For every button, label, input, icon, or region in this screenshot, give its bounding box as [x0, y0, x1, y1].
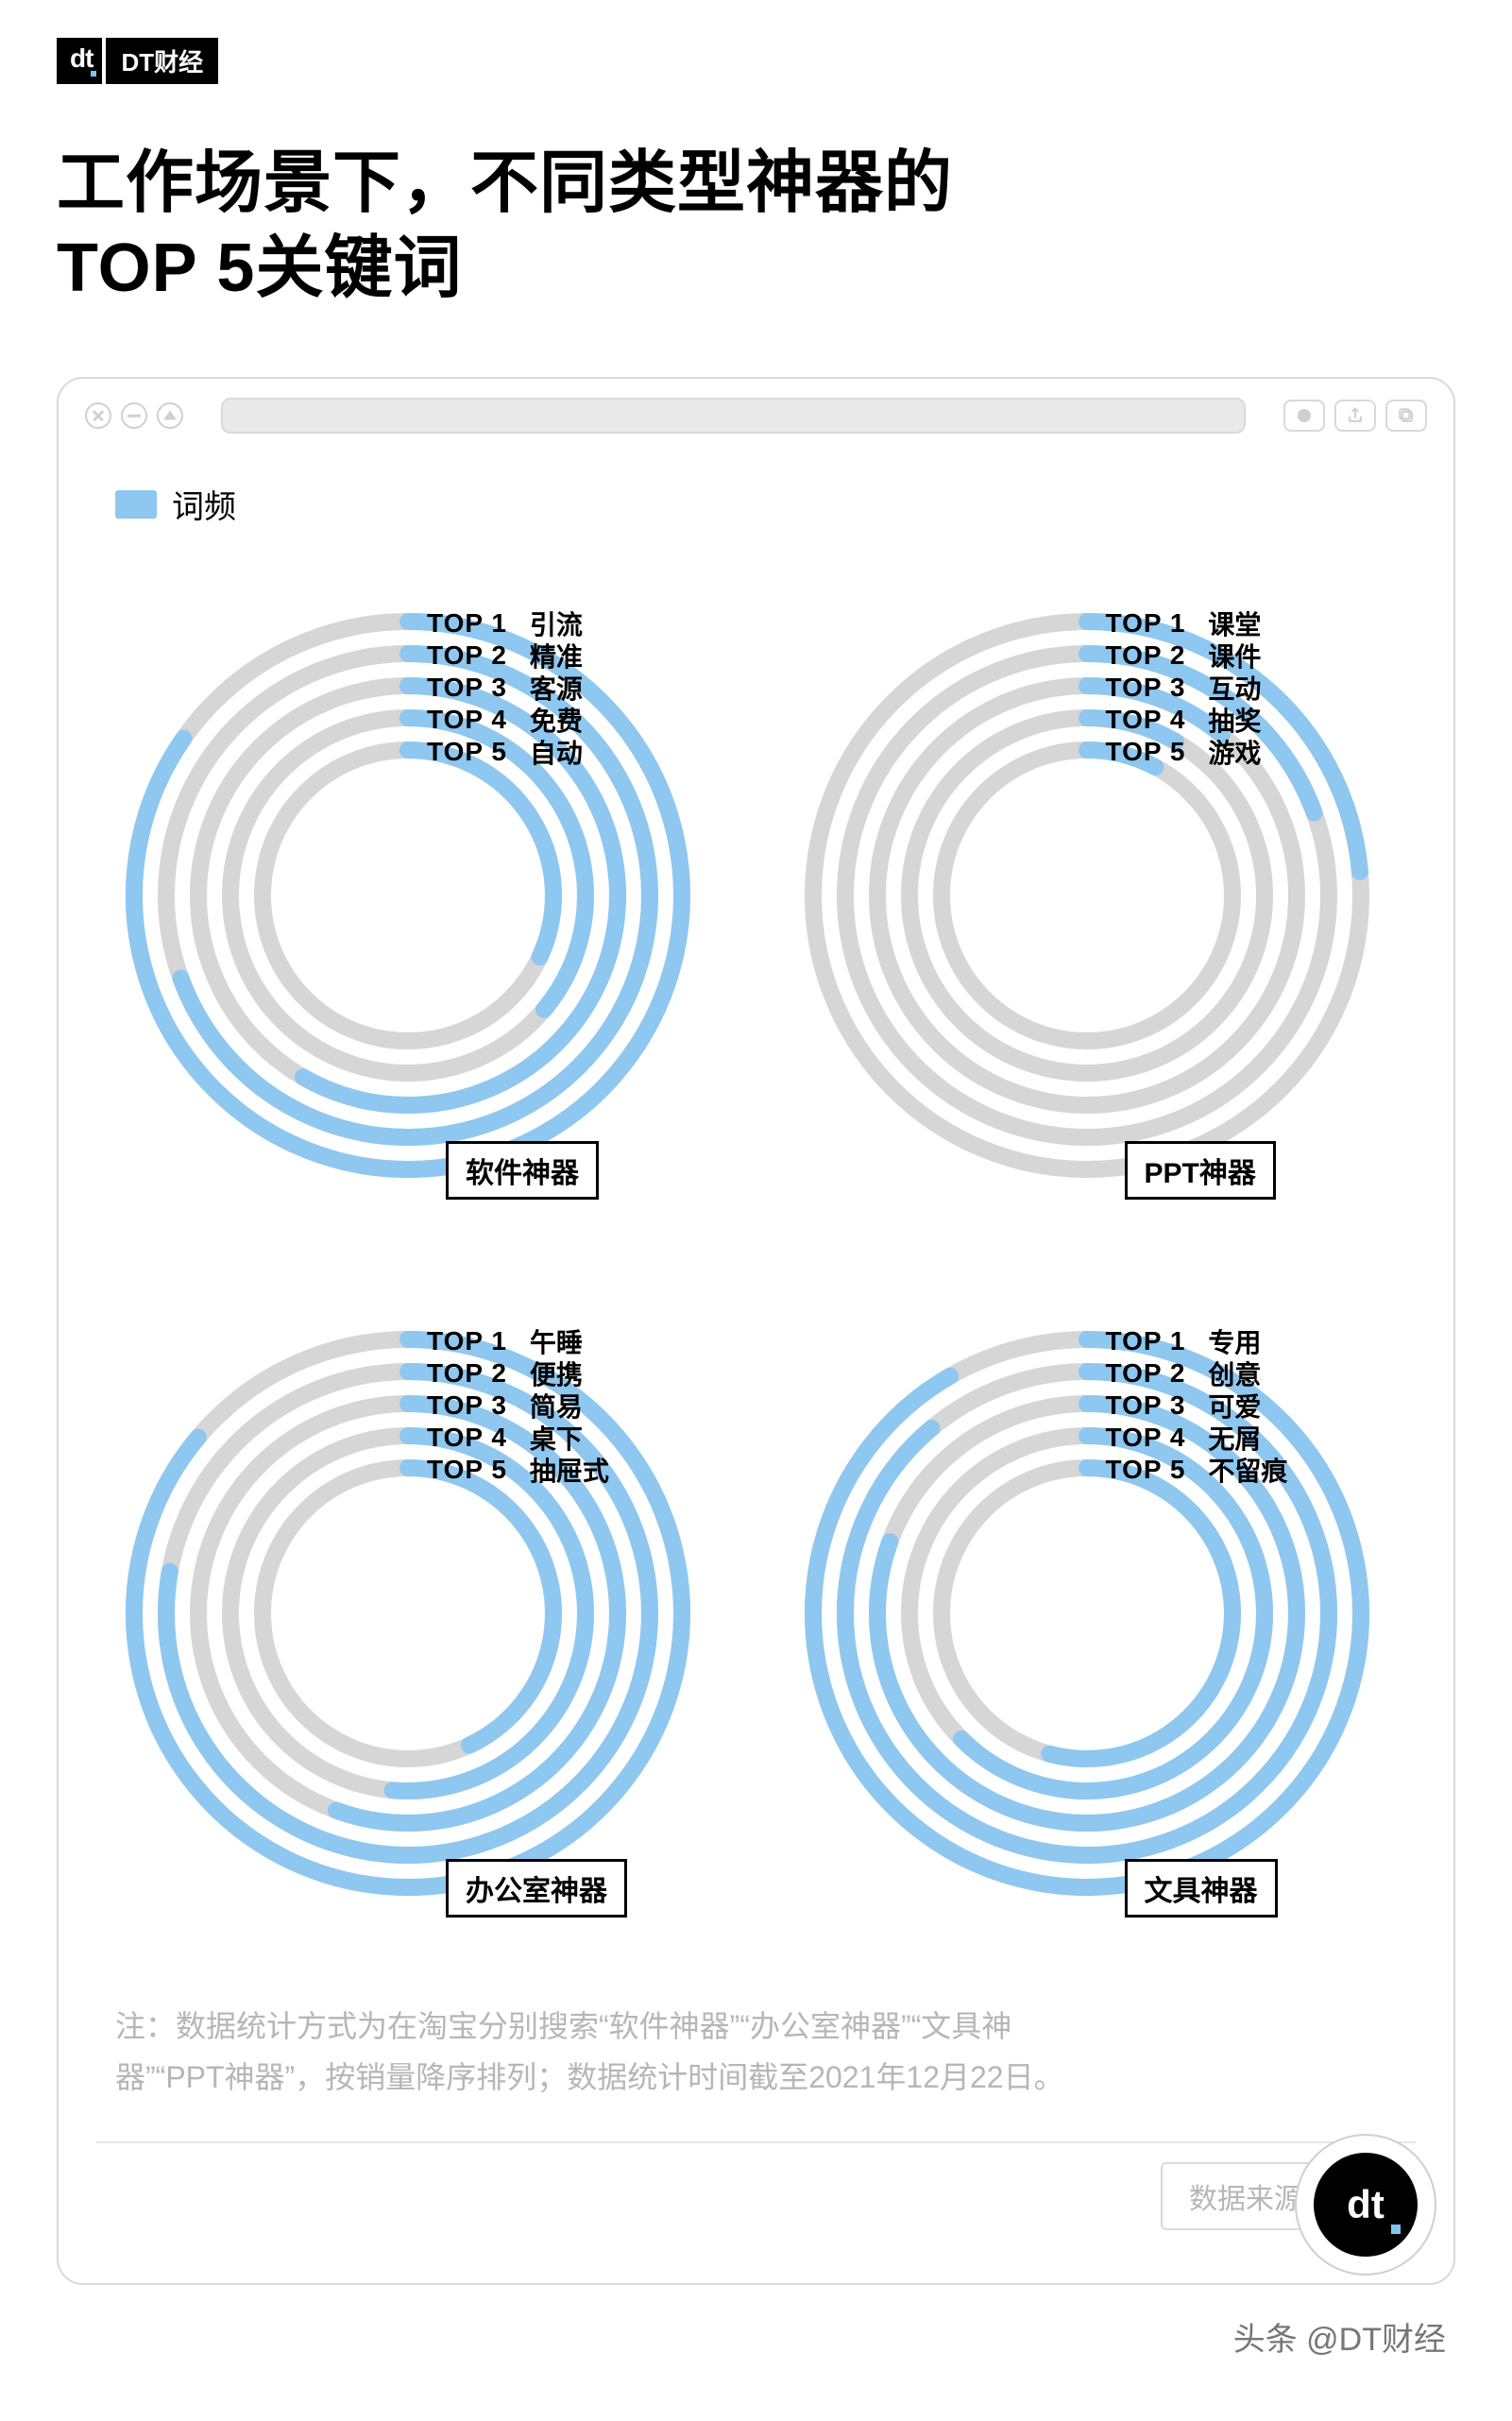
footnote: 注：数据统计方式为在淘宝分别搜索“软件神器”“办公室神器”“文具神器”“PPT神…	[96, 2001, 1088, 2104]
record-icon	[1283, 400, 1325, 432]
legend: 词频	[96, 481, 1416, 527]
chart-title-box: 文具神器	[1125, 1859, 1278, 1918]
radial-chart-svg	[96, 555, 739, 1236]
radial-chart-svg	[775, 1273, 1418, 1953]
window-title-bar	[59, 379, 1453, 452]
footer-strip: 数据来源：淘宝	[96, 2141, 1416, 2245]
radial-chart-svg	[775, 555, 1418, 1236]
copy-icon	[1385, 400, 1427, 432]
address-bar	[221, 398, 1246, 434]
ring-rank: TOP 2	[1106, 1358, 1186, 1389]
title-line-2: TOP 5关键词	[57, 230, 462, 306]
chart-title-box: 软件神器	[446, 1141, 599, 1200]
ring-word: 游戏	[1208, 733, 1261, 771]
window-close-icon	[85, 402, 111, 429]
ring-arc	[813, 1339, 1361, 1887]
ring-rank: TOP 2	[427, 1358, 507, 1389]
ring-word: 抽屉式	[530, 1451, 609, 1489]
ring-rank: TOP 5	[427, 1455, 507, 1485]
ring-rank: TOP 3	[1106, 1390, 1186, 1421]
window-minimize-icon	[121, 402, 147, 429]
ring-rank: TOP 4	[1106, 1423, 1186, 1453]
ring-rank: TOP 1	[1106, 608, 1186, 639]
ring-rank: TOP 1	[427, 1326, 507, 1356]
ring-arc	[1049, 1468, 1232, 1759]
round-brand-logo: dt	[1314, 2153, 1418, 2257]
ring-rank: TOP 5	[1106, 737, 1186, 767]
charts-grid: TOP 1引流TOP 2精准TOP 3客源TOP 4免费TOP 5自动软件神器T…	[96, 555, 1416, 1953]
radial-chart: TOP 1专用TOP 2创意TOP 3可爱TOP 4无屑TOP 5不留痕文具神器	[775, 1273, 1417, 1953]
brand-badge: dt DT财经	[57, 38, 218, 84]
ring-rank: TOP 4	[427, 1423, 507, 1453]
ring-word: 自动	[530, 733, 583, 771]
radial-chart: TOP 1引流TOP 2精准TOP 3客源TOP 4免费TOP 5自动软件神器	[96, 555, 738, 1236]
ring-rank: TOP 2	[427, 640, 507, 671]
ring-rank: TOP 4	[427, 705, 507, 735]
page-title: 工作场景下，不同类型神器的 TOP 5关键词	[57, 141, 1455, 311]
ring-rank: TOP 3	[427, 673, 507, 703]
chart-title-box: 办公室神器	[446, 1859, 627, 1918]
ring-rank: TOP 4	[1106, 705, 1186, 735]
legend-label: 词频	[172, 481, 236, 527]
ring-label: TOP 5 自动	[427, 733, 583, 771]
ring-arc	[408, 1468, 553, 1746]
share-icon	[1334, 400, 1376, 432]
ring-arc	[408, 750, 553, 957]
ring-rank: TOP 2	[1106, 640, 1186, 671]
ring-rank: TOP 1	[1106, 1326, 1186, 1356]
ring-rank: TOP 1	[427, 608, 507, 639]
brand-name: DT财经	[106, 38, 218, 84]
browser-window-frame: 词频 TOP 1引流TOP 2精准TOP 3客源TOP 4免费TOP 5自动软件…	[57, 377, 1455, 2285]
title-line-1: 工作场景下，不同类型神器的	[57, 145, 953, 221]
credit-line: 头条 @DT财经	[0, 2285, 1512, 2407]
ring-label: TOP 5 游戏	[1106, 733, 1262, 771]
ring-rank: TOP 5	[1106, 1455, 1186, 1485]
ring-label: TOP 5 抽屉式	[427, 1451, 609, 1489]
brand-logo: dt	[57, 38, 102, 84]
radial-chart: TOP 1课堂TOP 2课件TOP 3互动TOP 4抽奖TOP 5游戏PPT神器	[775, 555, 1417, 1236]
radial-chart-svg	[96, 1273, 739, 1953]
chart-title-box: PPT神器	[1125, 1141, 1276, 1200]
ring-rank: TOP 5	[427, 737, 507, 767]
ring-rank: TOP 3	[427, 1390, 507, 1421]
ring-label: TOP 5 不留痕	[1106, 1451, 1288, 1489]
window-maximize-icon	[157, 402, 183, 429]
radial-chart: TOP 1午睡TOP 2便携TOP 3简易TOP 4桌下TOP 5抽屉式办公室神…	[96, 1273, 738, 1953]
legend-swatch	[115, 490, 157, 519]
round-brand-badge: dt	[1295, 2134, 1436, 2276]
ring-word: 不留痕	[1208, 1451, 1287, 1489]
ring-rank: TOP 3	[1106, 673, 1186, 703]
